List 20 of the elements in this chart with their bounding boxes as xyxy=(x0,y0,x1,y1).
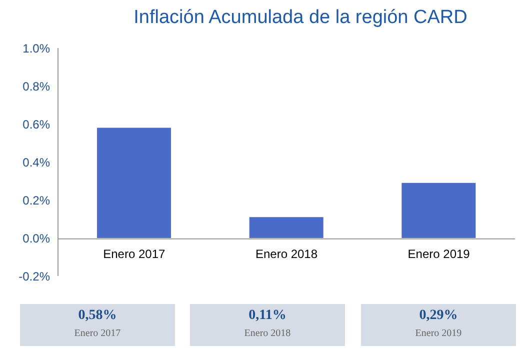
y-tick-label: 0.6% xyxy=(22,117,50,132)
y-tick-label: -0.2% xyxy=(18,269,50,284)
y-tick-label: 0.2% xyxy=(22,193,50,208)
bar xyxy=(249,217,324,238)
data-label: 0,11% xyxy=(248,308,288,324)
category-label: Enero 2018 xyxy=(244,328,291,339)
data-label: 0,58% xyxy=(77,308,118,324)
y-tick-label: 0.8% xyxy=(22,79,50,94)
x-tick-label: Enero 2017 xyxy=(103,246,166,261)
data-label: 0,29% xyxy=(418,308,459,324)
y-tick-label: 0.0% xyxy=(22,231,50,246)
bar xyxy=(97,128,171,238)
y-tick-label: 0.4% xyxy=(22,155,50,170)
x-tick-label: Enero 2018 xyxy=(255,246,318,261)
bar xyxy=(402,182,476,238)
category-label: Enero 2019 xyxy=(415,328,462,339)
category-label: Enero 2017 xyxy=(74,328,121,339)
x-tick-label: Enero 2019 xyxy=(408,246,470,261)
y-tick-label: 1.0% xyxy=(22,41,50,56)
chart-title: Inflación Acumulada de la región CARD xyxy=(132,7,468,29)
